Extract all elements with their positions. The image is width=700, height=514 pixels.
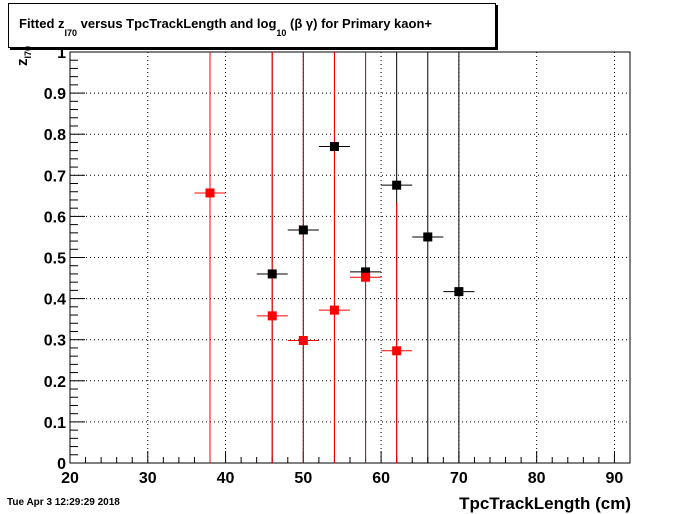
title-sub1: I70	[64, 27, 78, 38]
y-tick-label: 0.9	[44, 86, 66, 103]
data-point	[329, 142, 339, 152]
y-tick-label: 1	[57, 45, 66, 62]
title-sub2: 10	[276, 27, 287, 38]
y-tick-label: 0.5	[44, 251, 66, 268]
data-point	[392, 346, 402, 356]
y-tick-label: 0.1	[44, 415, 66, 432]
chart-title: Fitted zI70 versus TpcTrackLength and lo…	[19, 16, 432, 38]
y-axis-label-main: z	[14, 58, 31, 67]
title-part3: (β γ) for Primary kaon+	[286, 16, 432, 31]
y-tick-label: 0	[57, 456, 66, 473]
title-part1: Fitted z	[19, 16, 65, 31]
title-part2: versus TpcTrackLength and log	[77, 16, 277, 31]
data-point	[361, 267, 371, 277]
x-tick-label: 70	[450, 470, 468, 487]
x-axis-label: TpcTrackLength (cm)	[459, 494, 631, 513]
timestamp: Tue Apr 3 12:29:29 2018	[7, 497, 120, 508]
data-point	[423, 232, 433, 242]
data-point	[267, 311, 277, 321]
y-tick-label: 0.6	[44, 209, 66, 226]
data-point	[298, 336, 308, 346]
y-axis-label-sub: I70	[23, 45, 33, 59]
data-point	[454, 287, 464, 297]
x-tick-label: 80	[528, 470, 546, 487]
x-tick-label: 50	[294, 470, 312, 487]
y-axis-label: zI70	[14, 46, 33, 66]
y-tick-label: 0.4	[44, 292, 66, 309]
data-point	[298, 225, 308, 235]
grid	[70, 51, 630, 463]
error-bars	[194, 52, 475, 463]
data-point	[267, 269, 277, 279]
data-point	[361, 272, 371, 282]
data-point	[392, 180, 402, 190]
x-tick-label: 60	[372, 470, 390, 487]
data-markers	[205, 142, 464, 356]
title-box: Fitted zI70 versus TpcTrackLength and lo…	[8, 3, 496, 48]
y-tick-label: 0.2	[44, 374, 66, 391]
x-tick-label: 90	[606, 470, 624, 487]
y-tick-label: 0.3	[44, 333, 66, 350]
data-point	[329, 305, 339, 315]
y-tick-label: 0.8	[44, 127, 66, 144]
x-tick-label: 20	[61, 470, 79, 487]
y-tick-label: 0.7	[44, 168, 66, 185]
tick-labels: 20 30 40 50 60 70 80 90 0 0.1 0.2 0.3 0.4 0.5 0.6 0.7 0.…	[44, 45, 624, 487]
x-tick-label: 30	[139, 470, 157, 487]
data-point	[205, 188, 215, 198]
x-tick-label: 40	[217, 470, 235, 487]
